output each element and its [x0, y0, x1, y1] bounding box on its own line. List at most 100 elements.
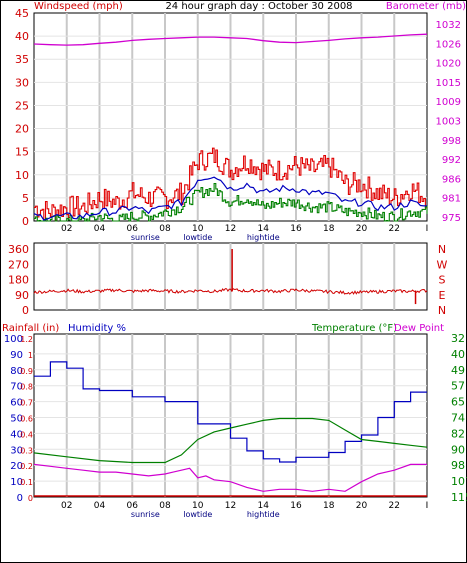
barometer-line [33, 33, 428, 46]
sunrise-label: sunrise [131, 233, 160, 242]
baro-tick-label: 1020 [436, 59, 461, 70]
x-tick-label: I [426, 224, 429, 234]
x-tick-label: 10 [192, 501, 204, 511]
x-tick-label: 04 [94, 501, 106, 511]
rainfall-tick-label: 0.6 [20, 415, 33, 424]
baro-tick-label: 975 [442, 213, 461, 224]
x-tick-label: 02 [61, 501, 72, 511]
x-tick-label: 04 [94, 224, 106, 234]
hightide-label: hightide [247, 510, 280, 519]
temperature-title: Temperature (°F) [311, 323, 397, 334]
temperature-tick-label: 40 [451, 348, 465, 361]
rainfall-tick-label: 0.4 [20, 430, 33, 439]
x-tick-label: 20 [356, 501, 368, 511]
wind-tick-label: 0 [22, 215, 29, 228]
temperature-tick-label: 82 [451, 427, 465, 440]
lowtide-label: lowtide [183, 233, 212, 242]
x-tick-label: 22 [389, 501, 400, 511]
direction-tick-label: 360 [8, 243, 29, 256]
rainfall-tick-label: 0.8 [20, 383, 33, 392]
rainfall-tick-label: 1.2 [20, 335, 33, 344]
x-tick-label: 22 [389, 224, 400, 234]
wind-tick-label: 15 [15, 146, 29, 159]
wind-green-line [34, 182, 428, 222]
wind-tick-label: 35 [15, 53, 29, 66]
temperature-tick-label: 65 [451, 396, 465, 409]
compass-label: N [438, 304, 446, 317]
humidity-tick-label: 70 [10, 382, 23, 393]
humidity-tick-label: 90 [10, 350, 23, 361]
x-tick-label: 18 [323, 224, 335, 234]
rainfall-tick-label: 0.1 [20, 478, 33, 487]
direction-tick-label: 180 [8, 274, 29, 287]
baro-tick-label: 986 [442, 174, 461, 185]
humidity-tick-label: 80 [10, 366, 23, 377]
direction-tick-label: 0 [22, 304, 29, 317]
x-tick-label: 16 [290, 501, 302, 511]
rainfall-tick-label: 0.3 [20, 446, 33, 455]
x-tick-label: 08 [159, 501, 171, 511]
x-tick-label: 02 [61, 224, 72, 234]
humidity-tick-label: 50 [10, 414, 23, 425]
baro-tick-label: 1003 [436, 117, 461, 128]
wind-tick-label: 40 [15, 30, 29, 43]
humidity-tick-label: 30 [10, 445, 23, 456]
barometer-title: Barometer (mb) [386, 1, 466, 12]
direction-tick-label: 90 [15, 289, 29, 302]
temperature-tick-label: 49 [451, 364, 465, 377]
baro-tick-label: 998 [442, 136, 461, 147]
sunrise-label: sunrise [131, 510, 160, 519]
temperature-tick-label: 57 [451, 380, 465, 393]
x-tick-label: 12 [225, 501, 236, 511]
baro-tick-label: 1015 [436, 78, 461, 89]
temperature-tick-label: 32 [451, 332, 465, 345]
dewpoint-title: Dew Point [394, 323, 444, 334]
x-tick-label: 06 [127, 501, 139, 511]
temperature-line [33, 417, 428, 464]
compass-label: E [439, 289, 446, 302]
baro-tick-label: 1032 [436, 20, 461, 31]
x-tick-label: 14 [258, 501, 270, 511]
humidity-line [34, 361, 427, 463]
baro-tick-label: 1026 [436, 39, 461, 50]
temperature-tick-label: 115 [451, 491, 467, 504]
windspeed-title: Windspeed (mph) [34, 1, 123, 12]
humidity-tick-label: 0 [17, 493, 23, 504]
graph-title: 24 hour graph day : October 30 2008 [165, 1, 352, 12]
x-tick-label: 12 [225, 224, 236, 234]
rainfall-tick-label: 0.2 [20, 462, 33, 471]
x-tick-label: 10 [192, 224, 204, 234]
wind-tick-label: 30 [15, 76, 29, 89]
x-tick-label: 08 [159, 224, 171, 234]
x-tick-label: 18 [323, 501, 335, 511]
lowtide-label: lowtide [183, 510, 212, 519]
x-tick-label: 06 [127, 224, 139, 234]
temperature-tick-label: 74 [451, 412, 465, 425]
wind-tick-label: 25 [15, 99, 29, 112]
rainfall-title: Rainfall (in) [2, 323, 59, 334]
direction-tick-label: 270 [8, 258, 29, 271]
temperature-tick-label: 90 [451, 443, 465, 456]
wind-tick-label: 45 [15, 7, 29, 20]
humidity-title: Humidity % [68, 323, 126, 334]
rainfall-tick-label: 0.7 [20, 399, 33, 408]
humidity-tick-label: 100 [4, 334, 23, 345]
x-tick-label: I [426, 501, 429, 511]
rainfall-tick-label: 0.9 [20, 367, 33, 376]
wind-tick-label: 10 [15, 169, 29, 182]
baro-tick-label: 1009 [436, 97, 461, 108]
baro-tick-label: 981 [442, 194, 461, 205]
wind-tick-label: 5 [22, 192, 29, 205]
x-tick-label: 16 [290, 224, 302, 234]
rainfall-tick-label: 0 [28, 494, 33, 503]
dewpoint-line [33, 463, 427, 492]
x-tick-label: 14 [258, 224, 270, 234]
wind-tick-label: 20 [15, 123, 29, 136]
hightide-label: hightide [247, 233, 280, 242]
humidity-tick-label: 10 [10, 477, 23, 488]
compass-label: W [437, 258, 448, 271]
temperature-tick-label: 107 [451, 475, 467, 488]
humidity-tick-label: 40 [10, 429, 23, 440]
x-tick-label: 20 [356, 224, 368, 234]
